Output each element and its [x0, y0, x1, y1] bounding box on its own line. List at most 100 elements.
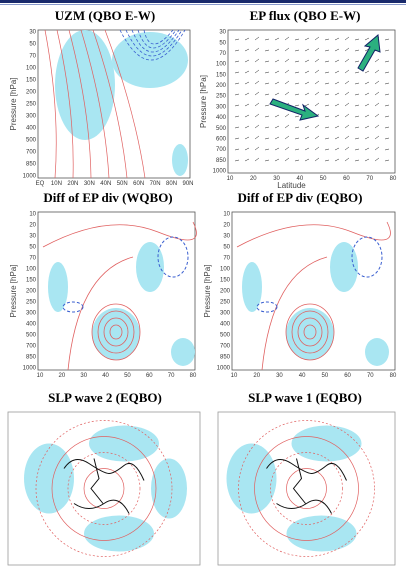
flux-arrow: [314, 69, 320, 74]
flux-arrow: [334, 59, 340, 63]
y-tick-label: 70: [29, 54, 36, 60]
flux-arrow: [254, 146, 260, 151]
y-tick-label: 700: [216, 147, 227, 153]
flux-arrow: [314, 36, 320, 41]
flux-arrow: [304, 48, 310, 52]
y-tick-label: 400: [26, 322, 37, 328]
x-tick-label: 50: [320, 176, 327, 182]
flux-arrow: [264, 93, 270, 96]
flux-arrow: [364, 158, 370, 162]
flux-arrow: [354, 115, 360, 118]
x-tick-label: 30: [80, 373, 87, 379]
flux-arrow: [274, 147, 280, 151]
flux-arrow: [274, 92, 280, 96]
flux-arrow: [344, 58, 350, 63]
x-tick-label: 80N: [166, 181, 177, 187]
shade: [286, 308, 334, 360]
flux-arrow: [234, 60, 240, 63]
x-tick-label: 30N: [84, 181, 95, 187]
x-tick-label: 60: [344, 373, 351, 379]
y-tick-label: 150: [26, 78, 37, 84]
panel-title: UZM (QBO E-W): [55, 8, 155, 23]
flux-arrow: [314, 102, 320, 107]
flux-arrow: [274, 59, 280, 63]
flux-arrow: [294, 60, 300, 63]
x-tick-label: 90N: [182, 181, 193, 187]
flux-arrow: [264, 137, 270, 140]
flux-arrow: [244, 37, 250, 41]
contours: [24, 420, 187, 557]
flux-arrow: [234, 93, 240, 96]
y-tick-label: 1000: [23, 366, 37, 372]
flux-arrow: [294, 159, 300, 162]
flux-arrow: [324, 60, 330, 63]
flux-arrow: [264, 115, 270, 118]
flux-arrow: [364, 147, 370, 151]
flux-arrow: [254, 124, 260, 129]
x-tick-label: EQ: [36, 181, 45, 187]
x-tick-label: 70: [366, 176, 373, 182]
contour-neg: [62, 301, 84, 313]
flux-arrow: [354, 38, 360, 41]
flux-arrow: [384, 159, 390, 162]
x-tick-label: 80: [390, 176, 397, 182]
flux-arrow: [334, 158, 340, 162]
y-tick-label: 850: [216, 158, 227, 164]
flux-arrow: [264, 38, 270, 41]
y-tick-label: 100: [26, 267, 37, 273]
flux-arrow: [354, 82, 360, 85]
flux-arrow: [264, 71, 270, 74]
contour-pos: [91, 303, 141, 361]
flux-arrow: [274, 37, 280, 41]
shade: [89, 425, 159, 462]
flux-arrow: [304, 158, 310, 162]
flux-arrow: [384, 71, 390, 74]
flux-arrow: [354, 148, 360, 151]
y-tick-label: 100: [216, 62, 227, 68]
x-tick-label: 60: [146, 373, 153, 379]
contour-pos: [261, 256, 328, 371]
x-tick-label: 70: [168, 373, 175, 379]
flux-arrow: [264, 60, 270, 63]
flux-arrow: [244, 158, 250, 162]
shade: [55, 30, 115, 140]
flux-arrow: [324, 38, 330, 41]
flux-arrow: [234, 49, 240, 52]
top-rule-thin: [0, 4, 406, 5]
flux-arrow: [374, 135, 380, 140]
flux-arrow: [334, 147, 340, 151]
contour: [286, 468, 327, 509]
y-tick-label: 500: [216, 126, 227, 132]
contour-pos: [80, 29, 110, 179]
flux-arrow: [364, 114, 370, 118]
shade: [48, 262, 68, 312]
flux-arrow: [254, 157, 260, 162]
flux-arrow: [344, 157, 350, 162]
flux-arrow: [324, 104, 330, 107]
flux-arrow: [284, 47, 290, 52]
contour: [254, 436, 359, 541]
contours: [42, 221, 197, 371]
y-tick-label: 850: [26, 355, 37, 361]
x-tick-label: 10: [37, 373, 44, 379]
y-tick-label: 150: [220, 278, 231, 284]
flux-arrow: [314, 157, 320, 162]
shade: [151, 458, 187, 519]
x-tick-label: 60N: [133, 181, 144, 187]
panel-title: SLP wave 1 (EQBO): [248, 390, 362, 405]
flux-arrow: [254, 80, 260, 85]
shade: [172, 144, 188, 176]
flux-arrow: [334, 48, 340, 52]
contour-pos: [285, 303, 335, 361]
y-tick-label: 30: [29, 30, 36, 36]
flux-arrow: [354, 71, 360, 74]
highlight-arrow: [357, 34, 381, 72]
flux-arrow: [254, 91, 260, 96]
flux-arrow: [354, 49, 360, 52]
y-axis-label: Pressure [hPa]: [203, 265, 212, 318]
shade: [330, 242, 358, 292]
flux-arrow: [314, 58, 320, 63]
flux-arrow: [294, 82, 300, 85]
shade: [112, 32, 188, 88]
contour-neg: [157, 236, 189, 278]
